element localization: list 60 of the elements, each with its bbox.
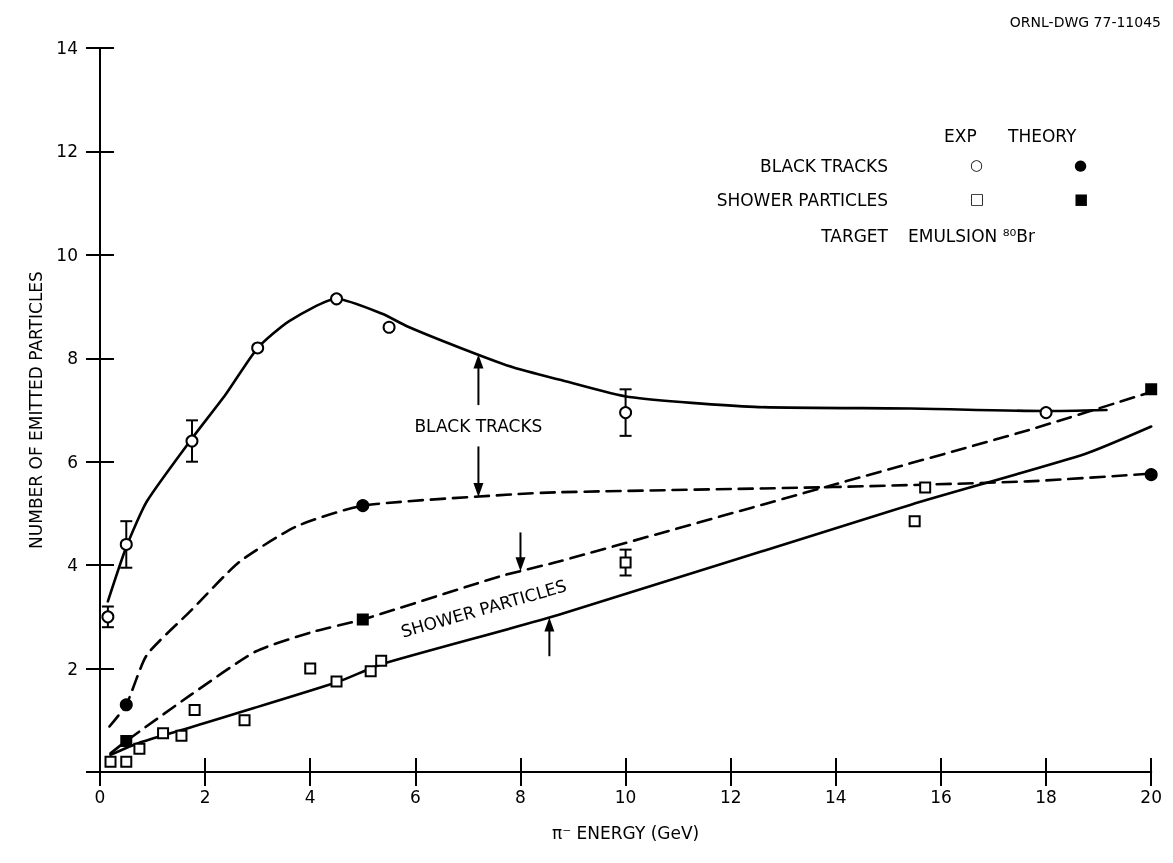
annotation: SHOWER PARTICLES xyxy=(715,190,888,210)
point xyxy=(133,742,146,755)
y-tick-label: 10 xyxy=(56,244,78,265)
x-tick-label: 12 xyxy=(719,786,742,807)
y-axis-title: NUMBER OF EMITTED PARTICLES xyxy=(25,271,46,549)
point xyxy=(185,434,199,448)
annotation: EXP xyxy=(944,126,977,146)
annotation: TARGET xyxy=(820,226,888,246)
point xyxy=(304,662,317,675)
point xyxy=(919,481,932,494)
point xyxy=(1145,383,1158,396)
point xyxy=(119,537,133,551)
point xyxy=(238,714,251,727)
x-axis-title: π⁻ ENERGY (GeV) xyxy=(551,822,700,843)
x-tick-label: 6 xyxy=(409,786,421,807)
point xyxy=(330,675,343,688)
x-tick-label: 20 xyxy=(1140,786,1162,807)
point xyxy=(619,406,633,420)
x-tick-label: 4 xyxy=(304,786,316,807)
y-tick-label: 12 xyxy=(56,141,78,162)
point xyxy=(908,515,921,528)
annotation: EMULSION ⁸⁰Br xyxy=(908,226,1035,246)
annotation: ■ xyxy=(1074,190,1089,208)
y-tick-label: 4 xyxy=(67,555,78,576)
x-tick-label: 16 xyxy=(930,786,952,807)
annotation: ○ xyxy=(970,156,984,174)
point xyxy=(157,727,170,740)
point xyxy=(120,755,133,768)
point xyxy=(104,755,117,768)
y-tick-label: 2 xyxy=(67,658,78,679)
y-tick-label: 8 xyxy=(67,348,78,369)
point xyxy=(382,320,396,334)
annotation: BLACK TRACKS xyxy=(759,156,888,176)
point xyxy=(364,665,377,678)
x-tick-label: 8 xyxy=(515,786,526,807)
annotation: BLACK TRACKS xyxy=(414,415,543,436)
point xyxy=(101,610,115,624)
point xyxy=(120,734,133,747)
text: ORNL-DWG 77-11045 xyxy=(1009,14,1161,30)
point xyxy=(1039,406,1053,420)
point xyxy=(251,341,265,355)
x-tick-label: 10 xyxy=(614,786,637,807)
annotation: □ xyxy=(970,190,985,208)
point xyxy=(356,499,370,513)
x-tick-label: 2 xyxy=(199,786,211,807)
annotation: THEORY xyxy=(1008,126,1077,146)
x-tick-label: 18 xyxy=(1035,786,1057,807)
point xyxy=(330,292,344,306)
point xyxy=(356,613,369,626)
point xyxy=(1144,468,1158,482)
x-tick-label: 14 xyxy=(825,786,847,807)
point xyxy=(375,654,388,667)
x-tick-label: 0 xyxy=(94,786,106,807)
y-tick-label: 6 xyxy=(67,451,78,472)
point xyxy=(188,703,201,716)
point xyxy=(175,729,188,742)
y-tick-label: 14 xyxy=(56,38,78,58)
point xyxy=(119,698,133,712)
point xyxy=(619,556,632,569)
annotation: ● xyxy=(1074,156,1088,174)
